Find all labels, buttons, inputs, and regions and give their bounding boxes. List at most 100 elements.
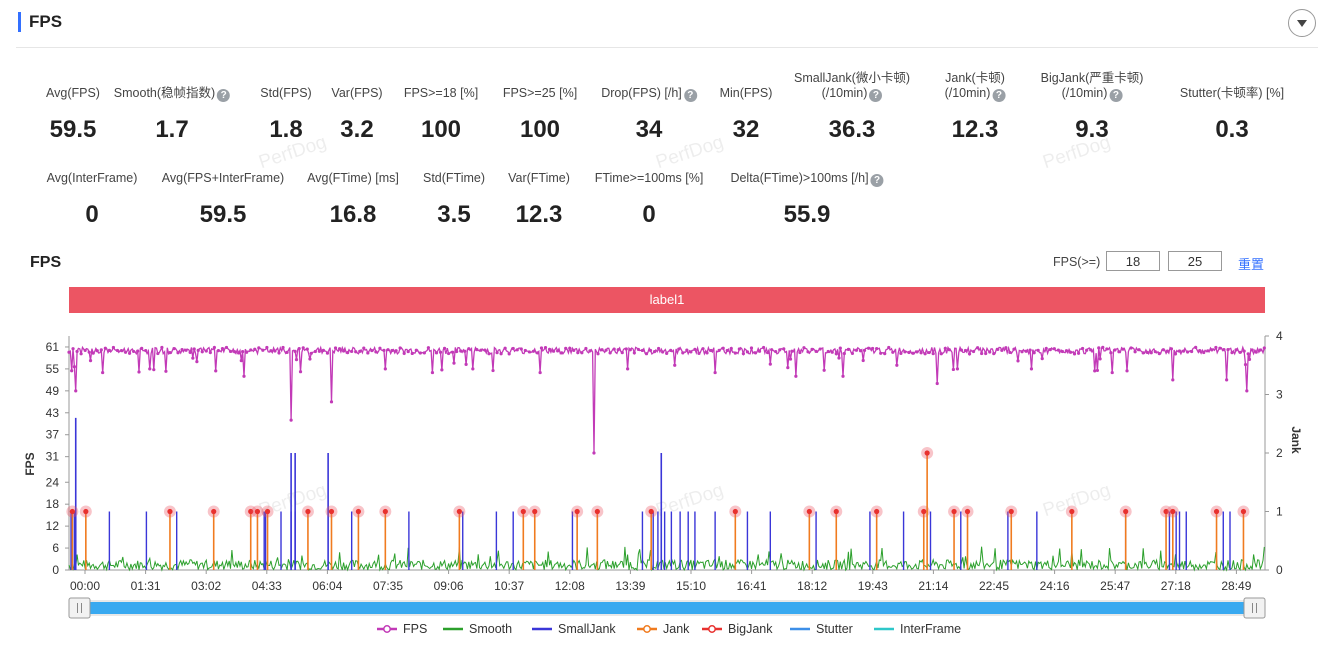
range-slider-handle-left[interactable]	[68, 597, 91, 619]
range-slider-fill	[79, 602, 1255, 614]
y-tick-label: 49	[46, 384, 60, 398]
help-icon[interactable]: ?	[992, 89, 1006, 102]
fps-point	[814, 349, 818, 353]
fps-point	[277, 351, 281, 355]
fps-point	[160, 345, 164, 350]
fps-point	[1161, 348, 1165, 352]
fps-point	[939, 352, 943, 356]
threshold-input-2[interactable]	[1168, 251, 1222, 271]
fps-point	[1109, 351, 1113, 355]
fps-point	[661, 350, 665, 354]
fps-point	[854, 348, 859, 352]
fps-point	[879, 351, 883, 355]
fps-point	[1141, 351, 1145, 355]
fps-point	[232, 350, 237, 354]
fps-point	[753, 351, 758, 355]
fps-point	[1093, 369, 1097, 373]
fps-point	[1169, 347, 1174, 351]
label-band[interactable]: label1	[69, 287, 1265, 313]
fps-point	[107, 348, 111, 353]
fps-point	[1145, 350, 1149, 354]
x-tick-label: 16:41	[737, 579, 767, 593]
legend-item-smalljank[interactable]: SmallJank	[532, 622, 616, 636]
fps-point	[927, 350, 931, 355]
fps-point	[538, 370, 542, 375]
jank-marker	[355, 508, 362, 515]
fps-point	[196, 348, 200, 352]
legend-item-bigjank[interactable]: BigJank	[702, 622, 772, 636]
stat-label-unit: (/10min)?	[794, 86, 910, 102]
stat-jank: Jank(卡顿) (/10min)? 12.3	[945, 71, 1006, 143]
fps-point	[1247, 357, 1252, 361]
fps-point	[788, 357, 793, 361]
range-slider-handle-right[interactable]	[1243, 597, 1266, 619]
y-tick-label: 55	[46, 362, 60, 376]
help-icon[interactable]: ?	[870, 174, 884, 187]
fps-point	[527, 350, 531, 354]
fps-point	[452, 361, 456, 365]
fps-point	[1105, 347, 1109, 351]
fps-point	[895, 363, 899, 367]
help-icon[interactable]: ?	[869, 89, 883, 102]
legend-item-smooth[interactable]: Smooth	[443, 622, 512, 636]
collapse-toggle-button[interactable]	[1288, 9, 1316, 37]
fps-point	[156, 351, 160, 356]
jank-marker	[167, 508, 173, 515]
jank-marker	[921, 508, 927, 515]
legend-label: InterFrame	[900, 622, 962, 636]
fps-point	[499, 352, 503, 356]
stat-label: Delta(FTime)>100ms [/h]?	[730, 171, 884, 187]
legend-item-fps[interactable]: FPS	[377, 622, 427, 636]
legend-swatch	[702, 625, 722, 633]
fps-point	[99, 348, 103, 352]
help-icon[interactable]: ?	[1109, 89, 1123, 102]
fps-point	[923, 352, 927, 356]
fps-point	[1068, 350, 1073, 354]
fps-point	[1012, 347, 1016, 351]
jank-marker	[1240, 508, 1247, 515]
y2-tick-label: 0	[1276, 563, 1283, 577]
fps-point	[891, 350, 895, 354]
fps-point	[768, 362, 772, 366]
help-icon[interactable]: ?	[217, 89, 231, 102]
legend-swatch	[874, 627, 894, 631]
fps-point	[842, 351, 846, 356]
fps-point	[1081, 346, 1085, 351]
legend-item-jank[interactable]: Jank	[637, 622, 689, 636]
fps-point	[467, 347, 471, 351]
x-tick-label: 00:00	[70, 579, 100, 593]
fps-point	[103, 346, 107, 350]
fps-point	[749, 346, 754, 350]
jank-marker	[1213, 508, 1220, 515]
fps-point	[394, 349, 398, 353]
fps-point	[1110, 370, 1114, 375]
help-icon[interactable]: ?	[683, 89, 697, 102]
fps-point	[1190, 349, 1194, 354]
fps-point	[79, 352, 83, 356]
fps-point	[115, 348, 120, 353]
series-fps	[68, 345, 1265, 454]
fps-point	[1095, 368, 1100, 373]
legend-swatch	[377, 625, 397, 633]
legend-item-interframe[interactable]: InterFrame	[874, 622, 961, 636]
reset-link[interactable]: 重置	[1238, 257, 1265, 272]
fps-point	[963, 348, 968, 353]
fps-point	[426, 346, 431, 350]
fps-point	[241, 350, 245, 354]
fps-point	[378, 346, 382, 350]
fps-point	[172, 347, 176, 351]
fps-point	[685, 348, 689, 352]
jank-marker	[806, 508, 812, 515]
threshold-input-1[interactable]	[1106, 251, 1160, 271]
x-tick-label: 13:39	[615, 579, 645, 593]
fps-point	[285, 350, 289, 354]
fps-point	[342, 349, 346, 353]
stat-label-unit: (/10min)?	[1041, 86, 1144, 102]
fps-point	[1020, 350, 1024, 354]
jank-marker	[305, 508, 311, 515]
fps-point	[329, 400, 334, 404]
legend-item-stutter[interactable]: Stutter	[790, 622, 853, 636]
fps-point	[418, 351, 422, 355]
jank-marker	[1069, 508, 1075, 515]
